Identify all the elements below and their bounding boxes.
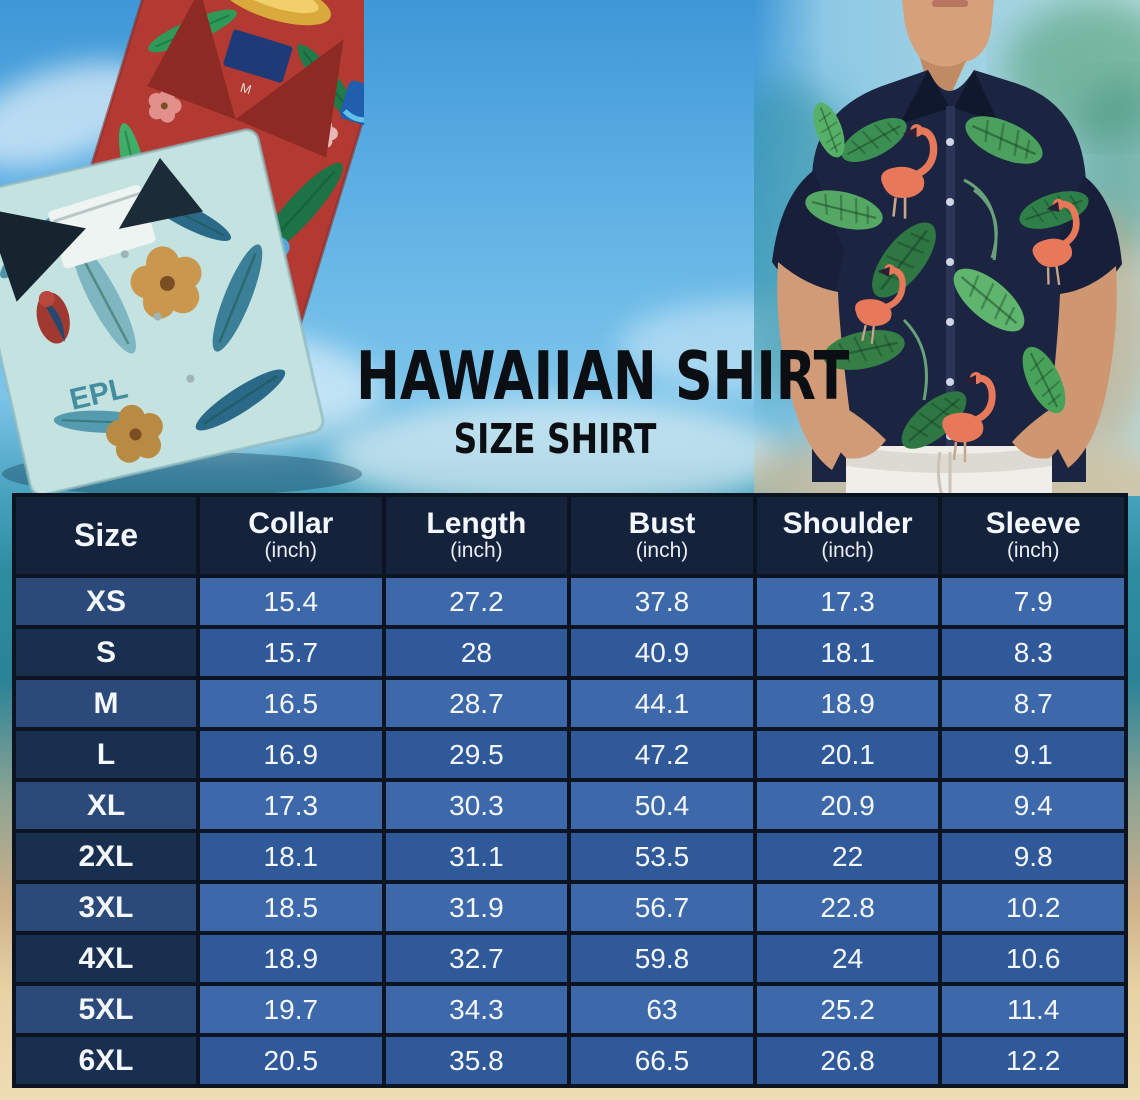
table-body: XS 15.4 27.2 37.8 17.3 7.9 S 15.7 28 40.9 18.1 8.3 M… — [16, 578, 1124, 1084]
column-label: Bust — [628, 506, 696, 540]
table-row: 5XL 19.7 34.3 63 25.2 11.4 — [16, 986, 1124, 1033]
measurement-value: 17.3 — [756, 578, 939, 625]
model-photo — [694, 0, 1140, 540]
measurement-value: 16.9 — [200, 731, 382, 778]
measurement-value: 20.5 — [200, 1037, 382, 1084]
measurement-value: 22 — [756, 833, 939, 880]
page-subtitle: SIZE SHIRT — [453, 415, 657, 464]
table-row: 6XL 20.5 35.8 66.5 26.8 12.2 — [16, 1037, 1124, 1084]
measurement-value: 9.1 — [942, 731, 1124, 778]
measurement-value: 10.2 — [942, 884, 1124, 931]
column-header-size: Size — [16, 497, 196, 574]
size-label: S — [16, 629, 196, 676]
measurement-value: 22.8 — [756, 884, 939, 931]
measurement-value: 35.8 — [385, 1037, 568, 1084]
column-header-length: Length (inch) — [385, 497, 568, 574]
column-header-collar: Collar (inch) — [200, 497, 382, 574]
measurement-value: 31.1 — [385, 833, 568, 880]
measurement-value: 12.2 — [942, 1037, 1124, 1084]
measurement-value: 30.3 — [385, 782, 568, 829]
measurement-value: 27.2 — [385, 578, 568, 625]
measurement-value: 28 — [385, 629, 568, 676]
measurement-value: 17.3 — [200, 782, 382, 829]
size-label: XL — [16, 782, 196, 829]
column-unit: (inch) — [821, 539, 874, 563]
measurement-value: 63 — [571, 986, 753, 1033]
page-title: HAWAIIAN SHIRT — [356, 337, 850, 415]
column-unit: (inch) — [1006, 539, 1060, 563]
size-label: XS — [16, 578, 196, 625]
measurement-value: 26.8 — [756, 1037, 939, 1084]
measurement-value: 28.7 — [385, 680, 568, 727]
measurement-value: 18.9 — [756, 680, 939, 727]
column-header-bust: Bust (inch) — [571, 497, 753, 574]
measurement-value: 29.5 — [385, 731, 568, 778]
measurement-value: 59.8 — [571, 935, 753, 982]
size-label: 5XL — [16, 986, 196, 1033]
size-chart-table: Size Collar (inch) Length (inch) Bust (i… — [12, 493, 1128, 1088]
measurement-value: 15.7 — [200, 629, 382, 676]
title-block: HAWAIIAN SHIRT SIZE SHIRT — [300, 337, 850, 464]
column-label: Shoulder — [782, 506, 913, 540]
measurement-value: 37.8 — [571, 578, 753, 625]
measurement-value: 25.2 — [756, 986, 939, 1033]
column-unit: (inch) — [264, 539, 318, 563]
table-row: 4XL 18.9 32.7 59.8 24 10.6 — [16, 935, 1124, 982]
table-row: 2XL 18.1 31.1 53.5 22 9.8 — [16, 833, 1124, 880]
column-header-sleeve: Sleeve (inch) — [942, 497, 1124, 574]
measurement-value: 16.5 — [200, 680, 382, 727]
measurement-value: 15.4 — [200, 578, 382, 625]
table-row: XL 17.3 30.3 50.4 20.9 9.4 — [16, 782, 1124, 829]
measurement-value: 18.5 — [200, 884, 382, 931]
measurement-value: 18.9 — [200, 935, 382, 982]
measurement-value: 66.5 — [571, 1037, 753, 1084]
column-unit: (inch) — [635, 539, 689, 563]
measurement-value: 19.7 — [200, 986, 382, 1033]
size-label: L — [16, 731, 196, 778]
measurement-value: 18.1 — [756, 629, 939, 676]
size-label: 6XL — [16, 1037, 196, 1084]
measurement-value: 31.9 — [385, 884, 568, 931]
column-unit: (inch) — [450, 539, 503, 563]
measurement-value: 32.7 — [385, 935, 568, 982]
measurement-value: 18.1 — [200, 833, 382, 880]
table-header-row: Size Collar (inch) Length (inch) Bust (i… — [16, 497, 1124, 574]
measurement-value: 9.8 — [942, 833, 1124, 880]
measurement-value: 9.4 — [942, 782, 1124, 829]
table-row: XS 15.4 27.2 37.8 17.3 7.9 — [16, 578, 1124, 625]
measurement-value: 44.1 — [571, 680, 753, 727]
table-row: S 15.7 28 40.9 18.1 8.3 — [16, 629, 1124, 676]
column-label: Sleeve — [985, 506, 1081, 540]
measurement-value: 20.1 — [756, 731, 939, 778]
measurement-value: 56.7 — [571, 884, 753, 931]
column-header-shoulder: Shoulder (inch) — [756, 497, 939, 574]
red-shirt-size-tag: M — [239, 80, 254, 98]
measurement-value: 53.5 — [571, 833, 753, 880]
size-label: M — [16, 680, 196, 727]
size-label: 2XL — [16, 833, 196, 880]
measurement-value: 47.2 — [571, 731, 753, 778]
measurement-value: 20.9 — [756, 782, 939, 829]
measurement-value: 7.9 — [942, 578, 1124, 625]
column-label: Length — [426, 506, 527, 540]
column-label: Size — [73, 516, 139, 553]
measurement-value: 8.3 — [942, 629, 1124, 676]
measurement-value: 50.4 — [571, 782, 753, 829]
size-label: 4XL — [16, 935, 196, 982]
measurement-value: 10.6 — [942, 935, 1124, 982]
measurement-value: 34.3 — [385, 986, 568, 1033]
table-row: L 16.9 29.5 47.2 20.1 9.1 — [16, 731, 1124, 778]
measurement-value: 24 — [756, 935, 939, 982]
column-label: Collar — [248, 506, 334, 540]
measurement-value: 40.9 — [571, 629, 753, 676]
measurement-value: 8.7 — [942, 680, 1124, 727]
measurement-value: 11.4 — [942, 986, 1124, 1033]
size-label: 3XL — [16, 884, 196, 931]
table-row: 3XL 18.5 31.9 56.7 22.8 10.2 — [16, 884, 1124, 931]
table-row: M 16.5 28.7 44.1 18.9 8.7 — [16, 680, 1124, 727]
